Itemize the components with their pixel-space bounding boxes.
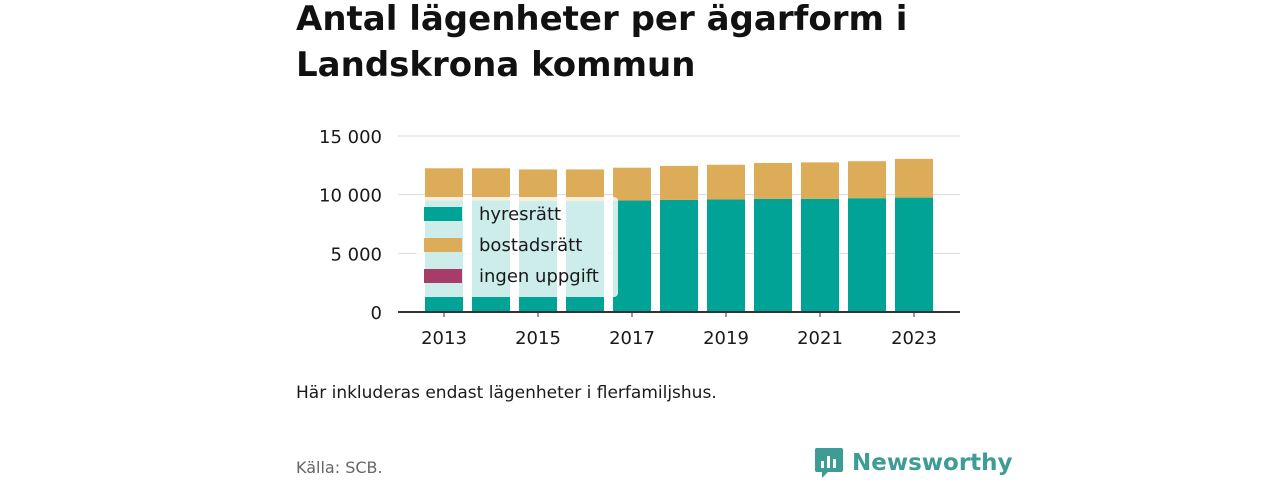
x-tick-label: 2021: [797, 328, 843, 349]
bar-bostadsratt-2019: [707, 164, 745, 200]
y-tick-label: 0: [371, 303, 382, 324]
bar-hyresratt-2018: [660, 199, 698, 312]
bar-hyresratt-2022: [848, 198, 886, 312]
bar-hyresratt-2017: [613, 200, 651, 312]
chart-title: Antal lägenheter per ägarform i Landskro…: [296, 0, 908, 85]
legend-swatch-bostadsratt: [424, 238, 462, 252]
legend-label-ingen_uppgift: ingen uppgift: [479, 266, 599, 287]
x-tick-label: 2023: [891, 328, 937, 349]
legend: hyresrätt bostadsrätt ingen uppgift: [416, 197, 618, 297]
legend-swatch-ingen_uppgift: [424, 269, 462, 283]
legend-swatch-hyresratt: [424, 207, 462, 221]
bar-bostadsratt-2016: [566, 169, 604, 202]
brand-logo: Newsworthy: [814, 446, 1013, 480]
y-tick-label: 5 000: [330, 244, 382, 265]
brand-name: Newsworthy: [852, 450, 1013, 476]
x-tick-label: 2013: [421, 328, 467, 349]
axes: 0 5 000 10 000 15 000 2013 2015 2017 2019 2021 20…: [319, 127, 960, 349]
bar-bostadsratt-2015: [519, 169, 557, 202]
legend-label-hyresratt: hyresrätt: [479, 204, 561, 225]
legend-background: [416, 197, 618, 297]
footnote: Här inkluderas endast lägenheter i flerf…: [296, 383, 717, 403]
legend-label-bostadsratt: bostadsrätt: [479, 235, 582, 256]
x-tick-label: 2015: [515, 328, 561, 349]
bar-bostadsratt-2021: [801, 162, 839, 199]
bar-bostadsratt-2023: [895, 158, 933, 198]
newsworthy-logo-icon: [815, 448, 843, 478]
bar-hyresratt-2023: [895, 197, 933, 312]
bar-bostadsratt-2017: [613, 167, 651, 201]
y-tick-label: 15 000: [319, 127, 382, 148]
bar-hyresratt-2021: [801, 198, 839, 312]
bar-bostadsratt-2020: [754, 162, 792, 199]
bar-hyresratt-2019: [707, 199, 745, 312]
bar-hyresratt-2020: [754, 198, 792, 312]
x-tick-label: 2019: [703, 328, 749, 349]
bar-bostadsratt-2014: [472, 168, 510, 201]
bar-bostadsratt-2013: [425, 168, 463, 201]
bar-bostadsratt-2022: [848, 161, 886, 199]
y-tick-label: 10 000: [319, 186, 382, 207]
bar-bostadsratt-2018: [660, 165, 698, 200]
x-tick-label: 2017: [609, 328, 655, 349]
source-text: Källa: SCB.: [296, 458, 383, 477]
